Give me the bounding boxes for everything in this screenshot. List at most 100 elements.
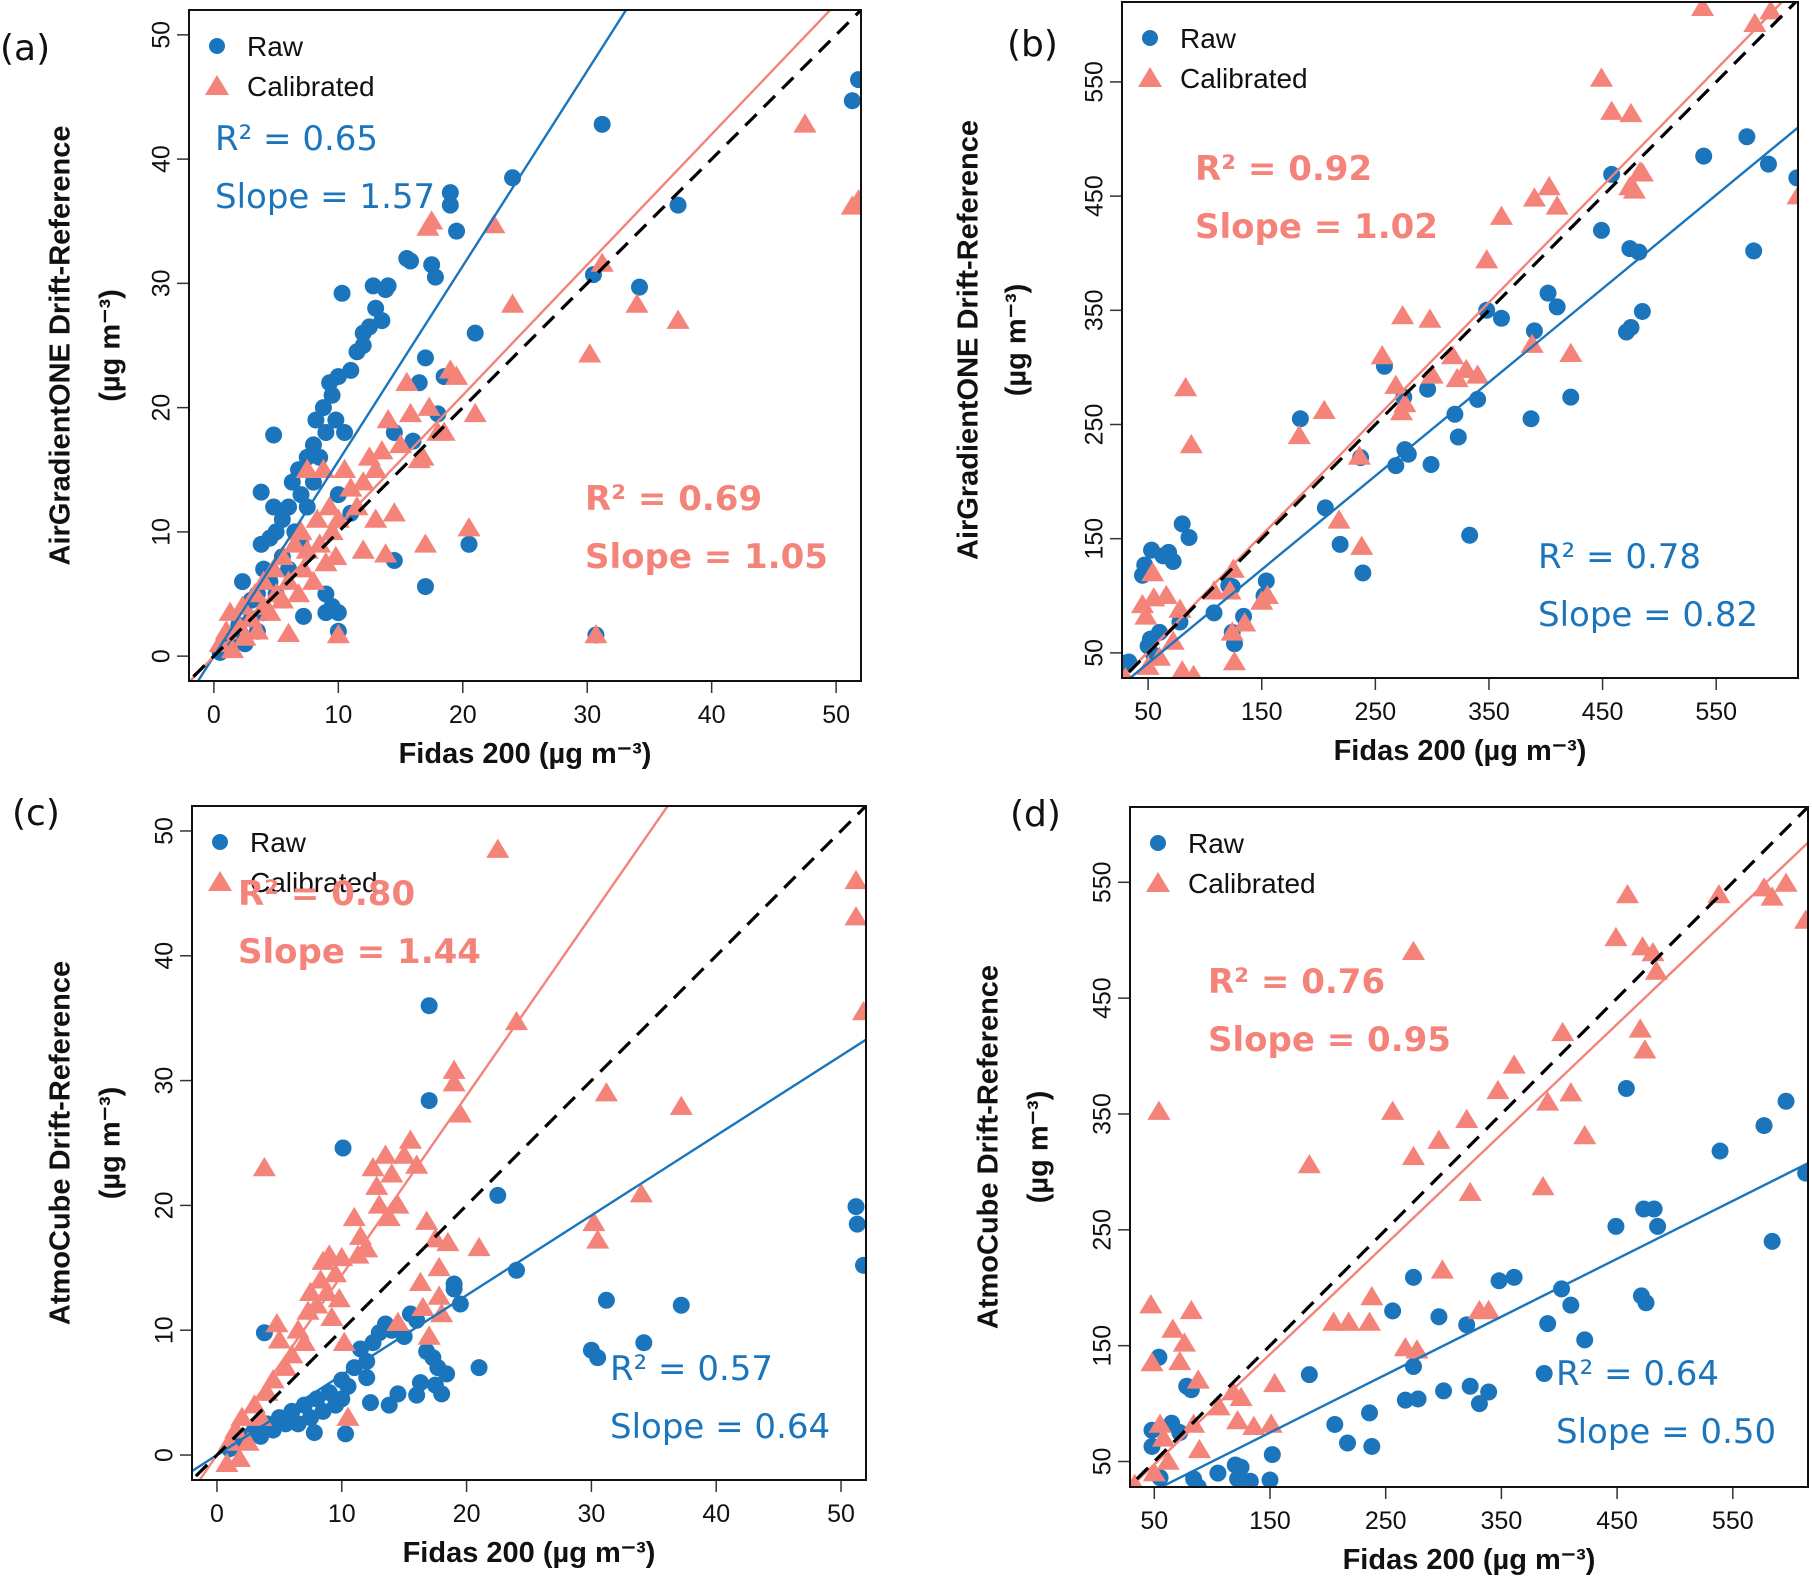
calibrated-point (405, 1154, 429, 1174)
y-tick-label: 250 (1089, 1209, 1117, 1251)
calibrated-point (1327, 509, 1351, 529)
raw-point (1396, 1391, 1414, 1409)
raw-point (1797, 1164, 1808, 1182)
raw-point (1435, 1382, 1453, 1400)
raw-point (280, 498, 298, 516)
x-axis-title: Fidas 200 (µg m⁻³) (403, 1537, 656, 1569)
calibrated-point (1337, 1311, 1361, 1331)
raw-point (1339, 1434, 1357, 1452)
raw-point (448, 222, 466, 240)
y-tick-label: 450 (1081, 175, 1109, 217)
x-tick-label: 10 (328, 1500, 356, 1528)
raw-r2-label: R² = 0.65 (215, 119, 378, 159)
raw-point (354, 337, 372, 354)
y-axis-unit: (µg m⁻³) (1023, 1091, 1055, 1204)
calibrated-point (1401, 1145, 1426, 1166)
calibrated-point (1622, 179, 1646, 199)
legend-raw-marker (209, 38, 225, 54)
calibrated-point (1297, 1153, 1321, 1174)
raw-point (1592, 221, 1610, 239)
raw-point (339, 1377, 357, 1395)
raw-point (426, 268, 444, 286)
calibrated-point (280, 1344, 304, 1364)
calibrated-point (501, 293, 525, 313)
calibrated-point (364, 508, 388, 528)
calibrated-point (844, 869, 866, 890)
raw-point (635, 1334, 653, 1352)
legend-calibrated-marker (1138, 67, 1162, 87)
raw-point (460, 535, 478, 553)
calibrated-point (1427, 1129, 1451, 1149)
legend-raw-label: Raw (247, 31, 304, 62)
calibrated-point (314, 551, 338, 572)
raw-point (1354, 564, 1372, 582)
raw-point (305, 1424, 323, 1442)
calibrated-point (1391, 305, 1415, 325)
calibrated-point (265, 1312, 289, 1333)
x-tick-label: 30 (573, 701, 601, 729)
calibrated-point (1502, 1054, 1526, 1074)
raw-point (1316, 499, 1334, 517)
raw-slope-label: Slope = 1.57 (215, 177, 435, 217)
calibrated-point (1600, 100, 1624, 120)
calibrated-point (230, 1406, 254, 1426)
raw-point (470, 1359, 488, 1377)
y-tick-label: 50 (1089, 1448, 1117, 1476)
calibrated-point (367, 1194, 391, 1214)
raw-point (1745, 242, 1763, 260)
calibrated-point (318, 496, 342, 516)
legend-raw-label: Raw (1188, 828, 1245, 859)
raw-point (1263, 1446, 1281, 1464)
calibrated-point (332, 1331, 356, 1351)
y-tick-label: 150 (1081, 518, 1109, 560)
raw-point (1649, 1217, 1667, 1235)
raw-point (441, 196, 459, 214)
calibrated-point (1222, 651, 1247, 671)
raw-point (1478, 301, 1496, 319)
calibrated-point (417, 396, 441, 416)
x-tick-label: 50 (1140, 1507, 1168, 1535)
raw-point (1180, 529, 1198, 547)
calibrated-point (373, 1144, 398, 1164)
y-axis-title: AirGradientONE Drift-Reference (953, 120, 985, 560)
raw-point (1261, 1471, 1279, 1487)
calibrated-point (214, 620, 238, 640)
legend: Raw Calibrated (208, 827, 378, 898)
calibrated-point (1136, 655, 1160, 675)
calibrated-point (1287, 424, 1311, 445)
x-tick-label: 40 (702, 1500, 730, 1528)
raw-point (373, 312, 391, 330)
raw-point (1525, 322, 1543, 340)
calibrated-point (844, 906, 866, 926)
calibrated-point (1174, 376, 1198, 397)
calibrated-point (277, 622, 301, 643)
calibrated-point (301, 570, 325, 590)
calibrated-point (1142, 1462, 1166, 1482)
raw-point (451, 1295, 469, 1313)
x-tick-label: 450 (1596, 1507, 1638, 1535)
calibrated-point (382, 502, 406, 522)
raw-point (1576, 1331, 1594, 1349)
legend-raw-label: Raw (250, 827, 307, 858)
panel-label: (a) (0, 28, 50, 69)
y-axis-unit: (µg m⁻³) (1001, 284, 1033, 397)
raw-point (1505, 1268, 1523, 1286)
cal-slope-label: Slope = 1.05 (585, 537, 828, 577)
legend-calibrated-label: Calibrated (1188, 868, 1316, 899)
raw-point (1738, 128, 1756, 146)
legend-raw-marker (1142, 30, 1158, 46)
calibrated-point (1760, 886, 1784, 906)
x-tick-label: 250 (1354, 698, 1396, 726)
calibrated-point (1147, 646, 1172, 666)
calibrated-point (291, 558, 316, 578)
raw-point (1607, 1217, 1625, 1235)
calibrated-point (1458, 1181, 1482, 1202)
calibrated-point (258, 601, 282, 621)
raw-point (1763, 1232, 1781, 1250)
raw-point (1603, 165, 1621, 183)
calibrated-point (420, 210, 444, 230)
calibrated-point (218, 601, 242, 621)
raw-point (307, 411, 325, 429)
raw-point (361, 1394, 379, 1412)
panel-d: (d) AtmoCube Drift-Reference (µg m⁻³) Fidas… (973, 794, 1809, 1576)
